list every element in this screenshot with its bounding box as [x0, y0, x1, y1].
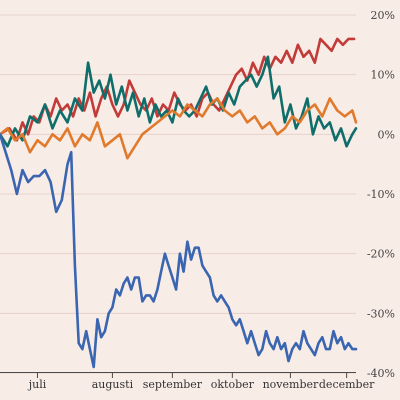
y-tick-label: -20%	[367, 248, 395, 261]
x-tick-label: oktober	[211, 378, 255, 391]
x-tick-label: november	[263, 378, 319, 391]
x-tick-label: september	[143, 378, 203, 391]
tick-labels: 20% 10% 0% -10% -20% -30% -40% juli augusti septe…	[27, 9, 395, 391]
y-tick-label: 20%	[371, 9, 395, 22]
x-tick-label: augusti	[92, 378, 134, 391]
y-tick-label: -10%	[367, 188, 395, 201]
series-line-1	[0, 55, 358, 148]
y-tick-label: 0%	[378, 128, 395, 141]
y-tick-label: -30%	[367, 307, 395, 320]
series-line-2	[0, 97, 358, 160]
x-tick-label: december	[319, 378, 375, 391]
series-line-3	[0, 133, 358, 369]
axes	[0, 372, 356, 378]
x-tick-label: juli	[27, 378, 47, 391]
series-lines	[0, 37, 358, 369]
y-tick-label: 10%	[371, 69, 395, 82]
y-tick-label: -40%	[367, 367, 395, 380]
